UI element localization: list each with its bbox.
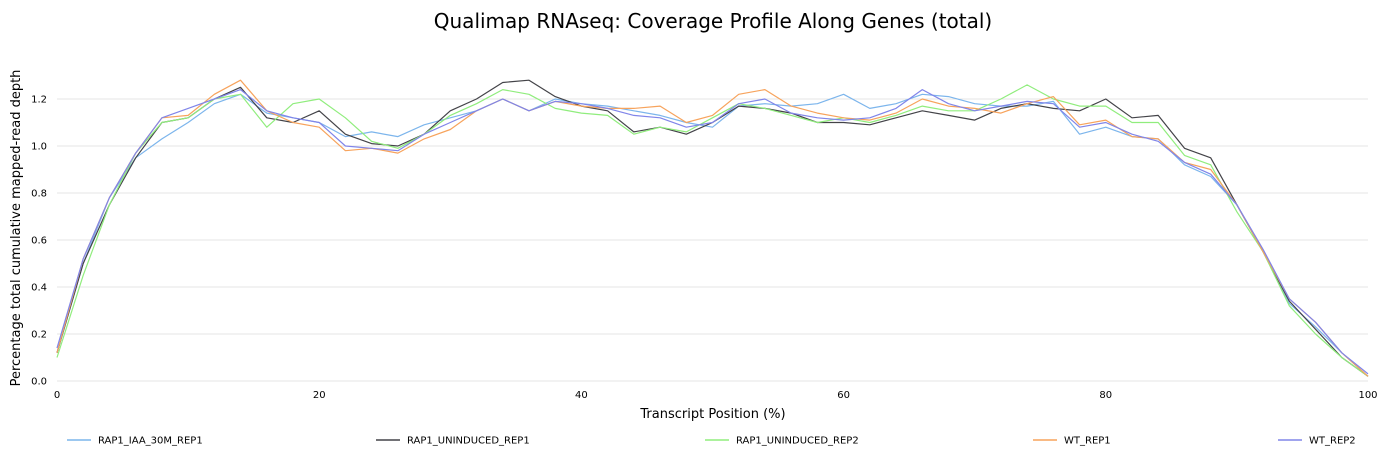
x-axis-ticks: 0 20 40 60 80 100 (54, 390, 1378, 401)
legend-item-wt-rep1[interactable]: WT_REP1 (1033, 436, 1111, 447)
series-lines (56, 79, 1369, 377)
legend-label: RAP1_UNINDUCED_REP2 (736, 436, 859, 447)
x-tick-label: 0 (54, 390, 60, 401)
legend-item-rap1-uninduced-rep2[interactable]: RAP1_UNINDUCED_REP2 (705, 436, 859, 447)
y-axis-label: Percentage total cumulative mapped-read … (9, 70, 24, 387)
x-tick-label: 60 (837, 390, 850, 401)
legend-label: WT_REP2 (1309, 436, 1356, 447)
legend-item-rap1-uninduced-rep1[interactable]: RAP1_UNINDUCED_REP1 (376, 436, 530, 447)
legend-label: RAP1_IAA_30M_REP1 (98, 436, 203, 447)
legend-label: WT_REP1 (1064, 436, 1111, 447)
y-tick-label: 1.2 (31, 95, 47, 106)
gridlines (57, 98, 1368, 335)
legend-item-rap1-iaa-30m-rep1[interactable]: RAP1_IAA_30M_REP1 (67, 436, 203, 447)
y-tick-label: 0.4 (31, 283, 47, 294)
x-tick-label: 100 (1358, 390, 1377, 401)
y-tick-label: 0.2 (31, 330, 47, 341)
x-axis-label: Transcript Position (%) (639, 407, 785, 422)
series-line-rap1-uninduced-rep1 (56, 79, 1369, 377)
y-axis-ticks: 0.0 0.2 0.4 0.6 0.8 1.0 1.2 (31, 95, 47, 388)
y-tick-label: 0.0 (31, 377, 47, 388)
x-tick-label: 40 (575, 390, 588, 401)
series-line-wt-rep1 (56, 79, 1369, 377)
legend[interactable]: RAP1_IAA_30M_REP1 RAP1_UNINDUCED_REP1 RAP1… (67, 436, 1356, 447)
legend-item-wt-rep2[interactable]: WT_REP2 (1278, 436, 1356, 447)
legend-label: RAP1_UNINDUCED_REP1 (407, 436, 530, 447)
y-tick-label: 1.0 (31, 142, 47, 153)
y-tick-label: 0.8 (31, 189, 47, 200)
x-tick-label: 80 (1099, 390, 1112, 401)
series-line-wt-rep2 (56, 88, 1369, 375)
series-line-rap1-uninduced-rep2 (56, 84, 1369, 377)
chart-title: Qualimap RNAseq: Coverage Profile Along … (434, 9, 992, 33)
x-tick-label: 20 (313, 390, 326, 401)
y-tick-label: 0.6 (31, 236, 47, 247)
